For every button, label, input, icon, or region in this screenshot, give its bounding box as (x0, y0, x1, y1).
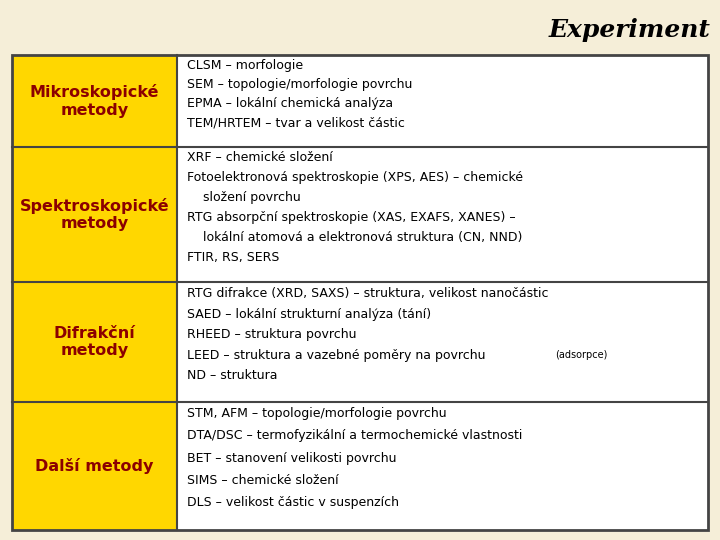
Text: ND – struktura: ND – struktura (187, 369, 277, 382)
Text: SAED – lokální strukturní analýza (tání): SAED – lokální strukturní analýza (tání) (187, 308, 431, 321)
Text: XRF – chemické složení: XRF – chemické složení (187, 151, 333, 164)
Text: SIMS – chemické složení: SIMS – chemické složení (187, 474, 338, 487)
Text: RTG absorpční spektroskopie (XAS, EXAFS, XANES) –: RTG absorpční spektroskopie (XAS, EXAFS,… (187, 211, 516, 224)
Text: (adsorpce): (adsorpce) (555, 350, 608, 360)
Text: DTA/DSC – termofyzikální a termochemické vlastnosti: DTA/DSC – termofyzikální a termochemické… (187, 429, 523, 442)
Bar (12, 55, 708, 530)
Text: Další metody: Další metody (35, 458, 153, 474)
Text: RTG difrakce (XRD, SAXS) – struktura, velikost nanočástic: RTG difrakce (XRD, SAXS) – struktura, ve… (187, 287, 549, 300)
Text: Fotoelektronová spektroskopie (XPS, AES) – chemické: Fotoelektronová spektroskopie (XPS, AES)… (187, 171, 523, 184)
Text: RHEED – struktura povrchu: RHEED – struktura povrchu (187, 328, 356, 341)
Text: Mikroskopické
metody: Mikroskopické metody (30, 84, 159, 118)
Text: STM, AFM – topologie/morfologie povrchu: STM, AFM – topologie/morfologie povrchu (187, 407, 446, 420)
Bar (12, 55, 177, 147)
Bar (12, 282, 177, 402)
Text: BET – stanovení velikosti povrchu: BET – stanovení velikosti povrchu (187, 451, 397, 464)
Text: CLSM – morfologie: CLSM – morfologie (187, 59, 303, 72)
Text: SEM – topologie/morfologie povrchu: SEM – topologie/morfologie povrchu (187, 78, 413, 91)
Bar (12, 147, 177, 282)
Text: Experiment: Experiment (548, 18, 710, 42)
Text: složení povrchu: složení povrchu (187, 191, 301, 204)
Bar (12, 402, 177, 530)
Bar (12, 55, 708, 530)
Text: DLS – velikost částic v suspenzích: DLS – velikost částic v suspenzích (187, 496, 399, 509)
Text: TEM/HRTEM – tvar a velikost částic: TEM/HRTEM – tvar a velikost částic (187, 116, 405, 129)
Text: lokální atomová a elektronová struktura (CN, NND): lokální atomová a elektronová struktura … (187, 231, 523, 244)
Text: LEED – struktura a vazebné poměry na povrchu: LEED – struktura a vazebné poměry na pov… (187, 349, 485, 362)
Text: EPMA – lokální chemická analýza: EPMA – lokální chemická analýza (187, 97, 393, 110)
Text: Difrakční
metody: Difrakční metody (53, 326, 135, 358)
Text: Spektroskopické
metody: Spektroskopické metody (19, 198, 169, 231)
Text: FTIR, RS, SERS: FTIR, RS, SERS (187, 251, 279, 264)
